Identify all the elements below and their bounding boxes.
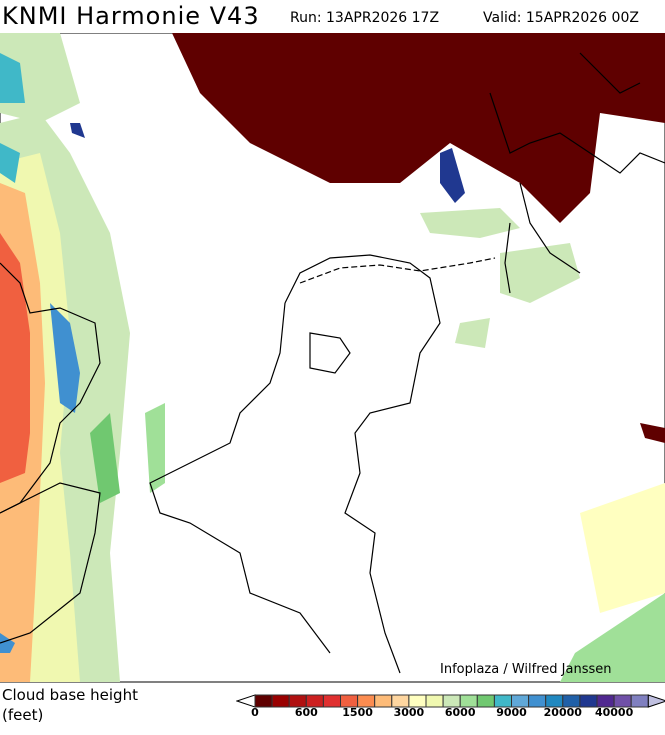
cloud-fields bbox=[0, 33, 665, 682]
colorbar-box bbox=[374, 694, 393, 708]
colorbar-box bbox=[425, 694, 444, 708]
colorbar-tick-label: 6000 bbox=[444, 706, 476, 719]
colorbar-tick-label: 1500 bbox=[342, 706, 373, 719]
colorbar-tick-label: 600 bbox=[294, 706, 318, 719]
colorbar-tick-label: 20000 bbox=[543, 706, 582, 719]
colorbar-box bbox=[271, 694, 290, 708]
cloud-base-map bbox=[0, 33, 665, 683]
run-time: Run: 13APR2026 17Z bbox=[290, 10, 440, 26]
colorbar-box bbox=[476, 694, 495, 708]
credit-text: Infoplaza / Wilfred Janssen bbox=[440, 662, 612, 677]
legend-unit: (feet) bbox=[2, 706, 44, 724]
colorbar-box bbox=[630, 694, 649, 708]
colorbar-tick-label: 3000 bbox=[393, 706, 425, 719]
coastlines-borders bbox=[0, 52, 665, 674]
chart-title: KNMI Harmonie V43 bbox=[2, 2, 260, 30]
colorbar-over-triangle bbox=[647, 694, 665, 708]
colorbar-tick-label: 40000 bbox=[594, 706, 634, 719]
valid-time: Valid: 15APR2026 00Z bbox=[483, 10, 639, 26]
colorbar-tick-label: 9000 bbox=[496, 706, 527, 719]
colorbar-tick-label: 0 bbox=[251, 706, 259, 719]
colorbar bbox=[236, 694, 665, 708]
colorbar-box bbox=[322, 694, 342, 708]
legend-label: Cloud base height bbox=[2, 686, 138, 704]
